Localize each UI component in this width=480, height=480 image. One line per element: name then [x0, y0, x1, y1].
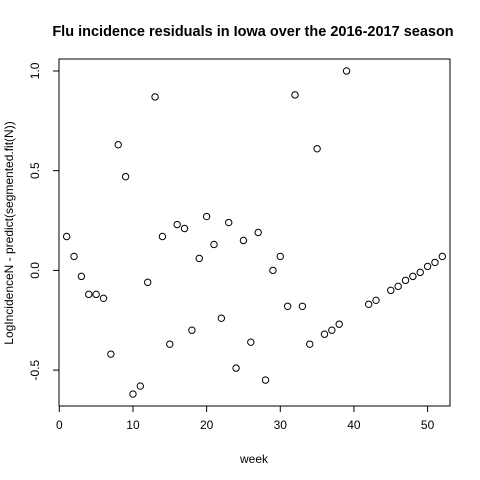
- data-point: [85, 290, 93, 299]
- data-point: [247, 338, 255, 346]
- x-tick-label: 20: [200, 418, 214, 432]
- y-tick-label: 0.5: [28, 162, 42, 179]
- x-tick-label: 0: [56, 418, 63, 432]
- data-point: [107, 350, 115, 358]
- data-point: [438, 252, 447, 261]
- data-point: [416, 268, 424, 277]
- data-point: [423, 262, 432, 271]
- data-points: [62, 67, 447, 398]
- data-point: [195, 254, 203, 263]
- y-tick-label: 0.0: [28, 262, 42, 279]
- data-point: [401, 276, 410, 285]
- data-point: [409, 272, 417, 281]
- y-tick-label: 1.0: [28, 62, 42, 79]
- data-point: [225, 218, 233, 227]
- data-point: [335, 320, 343, 328]
- data-point: [92, 290, 100, 299]
- data-point: [276, 252, 284, 261]
- data-point: [188, 326, 196, 334]
- data-point: [328, 326, 336, 334]
- data-point: [158, 232, 167, 241]
- data-point: [254, 228, 262, 237]
- y-axis-label: LogIncidenceN - predict(segmented.fit(N)…: [2, 121, 16, 344]
- data-point: [372, 296, 380, 305]
- data-point: [320, 330, 329, 338]
- x-tick-label: 50: [421, 418, 435, 432]
- x-tick-label: 10: [126, 418, 140, 432]
- data-point: [202, 212, 211, 221]
- data-point: [232, 364, 240, 372]
- data-point: [151, 93, 159, 101]
- data-point: [394, 282, 402, 291]
- data-point: [306, 340, 314, 348]
- x-tick-label: 30: [274, 418, 288, 432]
- data-point: [180, 224, 189, 233]
- data-point: [217, 314, 226, 322]
- data-point: [114, 141, 122, 149]
- y-axis: -0.5 0.0 0.5 1.0: [28, 62, 60, 380]
- data-point: [364, 300, 373, 308]
- data-point: [298, 302, 307, 310]
- x-tick-label: 40: [347, 418, 361, 432]
- data-point: [291, 91, 299, 99]
- y-tick-label: -0.5: [28, 359, 42, 380]
- data-point: [210, 240, 218, 249]
- data-point: [283, 302, 292, 310]
- data-point: [70, 252, 78, 261]
- data-point: [121, 172, 130, 181]
- data-point: [129, 390, 137, 398]
- data-point: [77, 272, 86, 281]
- data-point: [261, 376, 270, 384]
- data-point: [387, 286, 395, 295]
- data-point: [173, 220, 181, 229]
- data-point: [313, 145, 321, 153]
- x-axis-label: week: [239, 452, 269, 466]
- x-axis: 0 10 20 30 40 50: [56, 405, 435, 432]
- data-point: [62, 232, 71, 241]
- data-point: [166, 340, 174, 348]
- data-point: [143, 278, 152, 287]
- data-point: [342, 67, 351, 75]
- data-point: [99, 294, 108, 303]
- chart-title: Flu incidence residuals in Iowa over the…: [52, 24, 453, 40]
- data-point: [239, 236, 248, 245]
- data-point: [431, 258, 439, 267]
- data-point: [269, 266, 277, 275]
- data-point: [136, 382, 145, 390]
